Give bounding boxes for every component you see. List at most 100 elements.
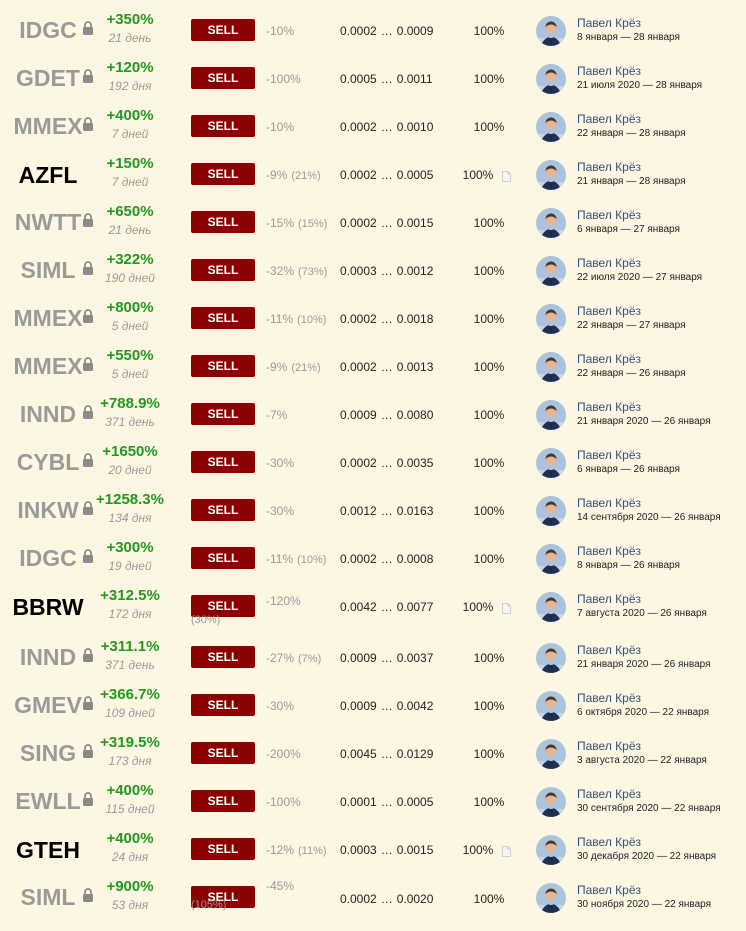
lock-icon	[82, 792, 94, 806]
author-name[interactable]: Павел Крёз	[577, 592, 641, 606]
author-name[interactable]: Павел Крёз	[577, 544, 641, 558]
author-name[interactable]: Павел Крёз	[577, 691, 641, 705]
author-name[interactable]: Павел Крёз	[577, 256, 641, 270]
user-avatar[interactable]	[536, 400, 566, 430]
author-name[interactable]: Павел Крёз	[577, 112, 641, 126]
user-avatar[interactable]	[536, 448, 566, 478]
sell-button[interactable]: SELL	[191, 355, 255, 377]
sell-button[interactable]: SELL	[191, 595, 255, 617]
user-avatar[interactable]	[536, 592, 566, 622]
user-avatar[interactable]	[536, 208, 566, 238]
user-avatar[interactable]	[536, 256, 566, 286]
sell-button[interactable]: SELL	[191, 547, 255, 569]
ticker-symbol[interactable]: EWLL	[15, 788, 81, 814]
author-name[interactable]: Павел Крёз	[577, 304, 641, 318]
author-name[interactable]: Павел Крёз	[577, 883, 641, 897]
author-name[interactable]: Павел Крёз	[577, 352, 641, 366]
ticker-symbol[interactable]: MMEX	[13, 353, 83, 379]
sell-button[interactable]: SELL	[191, 115, 255, 137]
sell-button[interactable]: SELL	[191, 742, 255, 764]
user-avatar[interactable]	[536, 352, 566, 382]
author-name[interactable]: Павел Крёз	[577, 787, 641, 801]
sell-button[interactable]: SELL	[191, 886, 255, 908]
user-avatar[interactable]	[536, 787, 566, 817]
user-avatar[interactable]	[536, 112, 566, 142]
user-avatar[interactable]	[536, 64, 566, 94]
date-range: 22 января — 26 января	[577, 368, 686, 379]
ticker-symbol[interactable]: INND	[19, 401, 77, 427]
ticker-symbol[interactable]: SING	[19, 740, 77, 766]
user-avatar[interactable]	[536, 544, 566, 574]
holding-period: 173 дня	[108, 754, 152, 768]
date-range: 21 января — 28 января	[577, 176, 686, 187]
sell-button[interactable]: SELL	[191, 403, 255, 425]
user-avatar[interactable]	[536, 160, 566, 190]
ticker-symbol[interactable]: AZFL	[18, 162, 78, 188]
sell-button[interactable]: SELL	[191, 451, 255, 473]
ticker-symbol[interactable]: INKW	[17, 497, 79, 523]
user-avatar[interactable]	[536, 691, 566, 721]
ticker-symbol[interactable]: SIML	[20, 257, 76, 283]
date-range: 30 ноября 2020 — 22 января	[577, 899, 712, 910]
author-name[interactable]: Павел Крёз	[577, 448, 641, 462]
ticker-symbol[interactable]: GTEH	[16, 837, 80, 863]
author-name[interactable]: Павел Крёз	[577, 835, 641, 849]
date-range: 6 января — 26 января	[577, 464, 680, 475]
lock-icon	[82, 309, 94, 323]
sell-button[interactable]: SELL	[191, 694, 255, 716]
target-percent: 100%	[473, 312, 505, 326]
document-icon[interactable]	[502, 601, 511, 614]
ticker-symbol[interactable]: IDGC	[19, 545, 77, 571]
author-name[interactable]: Павел Крёз	[577, 160, 641, 174]
price-change: -15%	[266, 216, 295, 230]
document-icon[interactable]	[502, 844, 511, 857]
lock-icon	[82, 501, 94, 515]
author-name[interactable]: Павел Крёз	[577, 208, 641, 222]
author-name[interactable]: Павел Крёз	[577, 64, 641, 78]
author-name[interactable]: Павел Крёз	[577, 496, 641, 510]
ticker-symbol[interactable]: NWTT	[14, 209, 82, 235]
price-range: 0.0003… 0.0012	[340, 264, 452, 278]
holding-period: 5 дней	[111, 319, 149, 333]
holding-period: 21 день	[108, 31, 152, 45]
ticker-symbol[interactable]: BBRW	[12, 594, 84, 620]
document-icon[interactable]	[502, 169, 511, 182]
sell-button[interactable]: SELL	[191, 19, 255, 41]
price-range: 0.0009… 0.0037	[340, 651, 452, 665]
user-avatar[interactable]	[536, 16, 566, 46]
user-avatar[interactable]	[536, 835, 566, 865]
range-min: 0.0002	[340, 312, 377, 326]
author-name[interactable]: Павел Крёз	[577, 400, 641, 414]
ticker-symbol[interactable]: SIML	[20, 884, 76, 910]
ticker-symbol[interactable]: GMEV	[14, 692, 82, 718]
range-max: 0.0010	[396, 120, 434, 134]
sell-button[interactable]: SELL	[191, 307, 255, 329]
sell-button[interactable]: SELL	[191, 67, 255, 89]
user-avatar[interactable]	[536, 304, 566, 334]
author-name[interactable]: Павел Крёз	[577, 643, 641, 657]
user-avatar[interactable]	[536, 739, 566, 769]
user-avatar[interactable]	[536, 643, 566, 673]
range-separator: …	[380, 699, 393, 713]
sell-button[interactable]: SELL	[191, 838, 255, 860]
author-name[interactable]: Павел Крёз	[577, 739, 641, 753]
user-avatar[interactable]	[536, 496, 566, 526]
user-avatar[interactable]	[536, 883, 566, 913]
ticker-symbol[interactable]: MMEX	[13, 113, 83, 139]
lock-icon	[82, 69, 94, 83]
ticker-symbol[interactable]: GDET	[16, 65, 80, 91]
ticker-symbol[interactable]: IDGC	[19, 17, 77, 43]
ticker-symbol[interactable]: MMEX	[13, 305, 83, 331]
sell-button[interactable]: SELL	[191, 790, 255, 812]
author-name[interactable]: Павел Крёз	[577, 16, 641, 30]
sell-button[interactable]: SELL	[191, 259, 255, 281]
range-separator: …	[380, 456, 393, 470]
target-percent: 100%	[473, 408, 505, 422]
sell-button[interactable]: SELL	[191, 163, 255, 185]
ticker-symbol[interactable]: CYBL	[16, 449, 80, 475]
ticker-symbol[interactable]: INND	[19, 644, 77, 670]
sell-button[interactable]: SELL	[191, 646, 255, 668]
sell-button[interactable]: SELL	[191, 211, 255, 233]
sell-button[interactable]: SELL	[191, 499, 255, 521]
range-separator: …	[380, 892, 393, 906]
